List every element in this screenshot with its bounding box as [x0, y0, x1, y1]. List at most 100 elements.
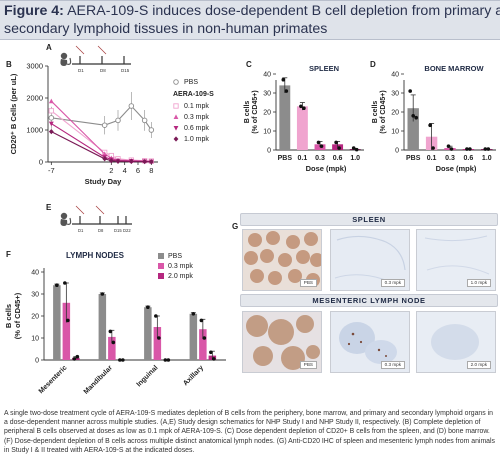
data-point: [48, 129, 54, 135]
data-point: [48, 115, 55, 121]
stained-follicle: [281, 346, 305, 370]
image-tag: PBS: [299, 279, 317, 287]
syringe-icon: [75, 45, 85, 55]
bar-Mandibular-0: [98, 294, 107, 360]
data-point: [48, 121, 54, 127]
data-point: [212, 357, 216, 361]
data-point: [284, 89, 289, 93]
data-point: [468, 147, 472, 151]
bar-Axillary-0: [189, 313, 198, 360]
data-point: [408, 89, 412, 93]
data-point: [121, 358, 125, 362]
legend-swatch: [158, 253, 164, 259]
image-tag: 0.3 mpk: [380, 361, 405, 369]
x-tick-label: 0.1: [298, 155, 308, 162]
data-point: [334, 140, 338, 145]
stained-follicle: [266, 231, 280, 245]
data-point: [128, 103, 135, 109]
data-point: [101, 122, 108, 128]
series-line-0: [51, 105, 152, 131]
day-label: D15: [121, 68, 130, 73]
y-tick-label: 10: [391, 129, 399, 136]
data-point: [154, 314, 158, 318]
bar-PBS: [279, 85, 291, 150]
syringe-icon: [97, 45, 107, 55]
data-point: [411, 114, 415, 118]
figure-title-text: AERA-109-S induces dose-dependent B cell…: [67, 3, 500, 19]
series-line-2: [50, 100, 152, 162]
y-tick-label: 0: [39, 158, 43, 167]
figure-header: Figure 4: AERA-109-S induces dose-depend…: [0, 0, 500, 40]
y-tick-label: 20: [391, 110, 399, 117]
schematic-e: D1 D8 D15 D22: [60, 205, 132, 233]
data-point: [431, 146, 435, 150]
image-tag: 0.3 mpk: [380, 279, 405, 287]
data-point: [66, 318, 70, 323]
data-point: [465, 147, 469, 151]
x-tick-label: 8: [149, 166, 153, 175]
stained-follicle: [250, 269, 264, 283]
figure-caption: A single two-dose treatment cycle of AER…: [4, 410, 495, 454]
y-axis-label: CD20⁺ B Cells (per uL): [9, 73, 18, 154]
y-tick-label: 20: [263, 110, 271, 117]
y-tick-label: 0: [267, 148, 271, 155]
data-point: [146, 305, 150, 309]
y-axis-label: (% of CD45+): [13, 292, 22, 339]
image-tag: 2.0 mpk: [466, 361, 491, 369]
data-point: [63, 281, 67, 285]
legend-label: 0.1 mpk: [184, 103, 209, 110]
legend-label: 0.3 mpk: [168, 263, 193, 270]
legend-label: 0.3 mpk: [184, 114, 209, 121]
legend-label: 2.0 mpk: [168, 273, 193, 280]
ihc-lymph-03-image: 0.3 mpk: [330, 311, 410, 373]
legend-marker: [173, 126, 179, 131]
y-tick-label: 40: [31, 270, 39, 277]
y-tick-label: 10: [263, 129, 271, 136]
data-point: [191, 312, 196, 316]
y-tick-label: 20: [31, 314, 39, 321]
monkey-icon: [60, 52, 72, 66]
panel-letter-g: G: [232, 222, 239, 231]
stained-follicle: [268, 271, 282, 285]
legend-marker: [173, 79, 179, 85]
chart-f-lymph-nodes: LYMPH NODES 0 10 20 30 40 Mesenteric Mandibular…: [4, 251, 226, 396]
x-tick-label: Mandibular: [83, 364, 115, 396]
panel-letter-c: C: [246, 60, 252, 69]
data-point: [446, 144, 451, 148]
ihc-spleen-pbs-image: PBS: [242, 229, 322, 291]
data-point: [118, 358, 122, 362]
chart-b-peripheral-b-cells: 0 1000 2000 3000 -7 2 4 6 8 Study Day CD20⁺ B Cell…: [9, 62, 214, 187]
data-point: [48, 108, 54, 114]
data-point: [115, 158, 121, 164]
x-tick-label: 1.0: [350, 155, 360, 162]
stained-follicle: [248, 233, 262, 247]
chart-title: LYMPH NODES: [66, 251, 125, 260]
y-tick-label: 40: [391, 72, 399, 79]
panel-letter-f: F: [6, 250, 11, 259]
legend-marker: [173, 114, 179, 119]
data-point: [449, 147, 454, 151]
day-label: D15: [114, 228, 122, 233]
bar-Mandibular-1: [108, 336, 116, 360]
x-tick-label: 0.6: [464, 155, 474, 162]
monkey-icon: [60, 212, 72, 226]
series-line-1: [50, 110, 152, 162]
data-point: [128, 158, 134, 165]
y-tick-label: 2000: [26, 94, 43, 103]
x-tick-label: Axillary: [182, 364, 205, 387]
data-point: [141, 117, 148, 124]
stained-follicle: [288, 269, 302, 283]
y-tick-label: 3000: [26, 62, 43, 71]
legend-label: PBS: [184, 79, 198, 86]
figure-title-line2: secondary lymphoid tissues in non-human …: [4, 21, 328, 37]
x-tick-label: PBS: [406, 155, 421, 162]
stained-follicle: [296, 250, 310, 264]
data-point: [202, 336, 207, 340]
y-tick-label: 30: [391, 91, 399, 98]
x-tick-label: 6: [136, 166, 140, 175]
spleen-section-title: SPLEEN: [240, 213, 498, 226]
data-point: [316, 140, 321, 145]
day-label: D22: [123, 228, 131, 233]
chart-title: SPLEEN: [309, 64, 339, 73]
